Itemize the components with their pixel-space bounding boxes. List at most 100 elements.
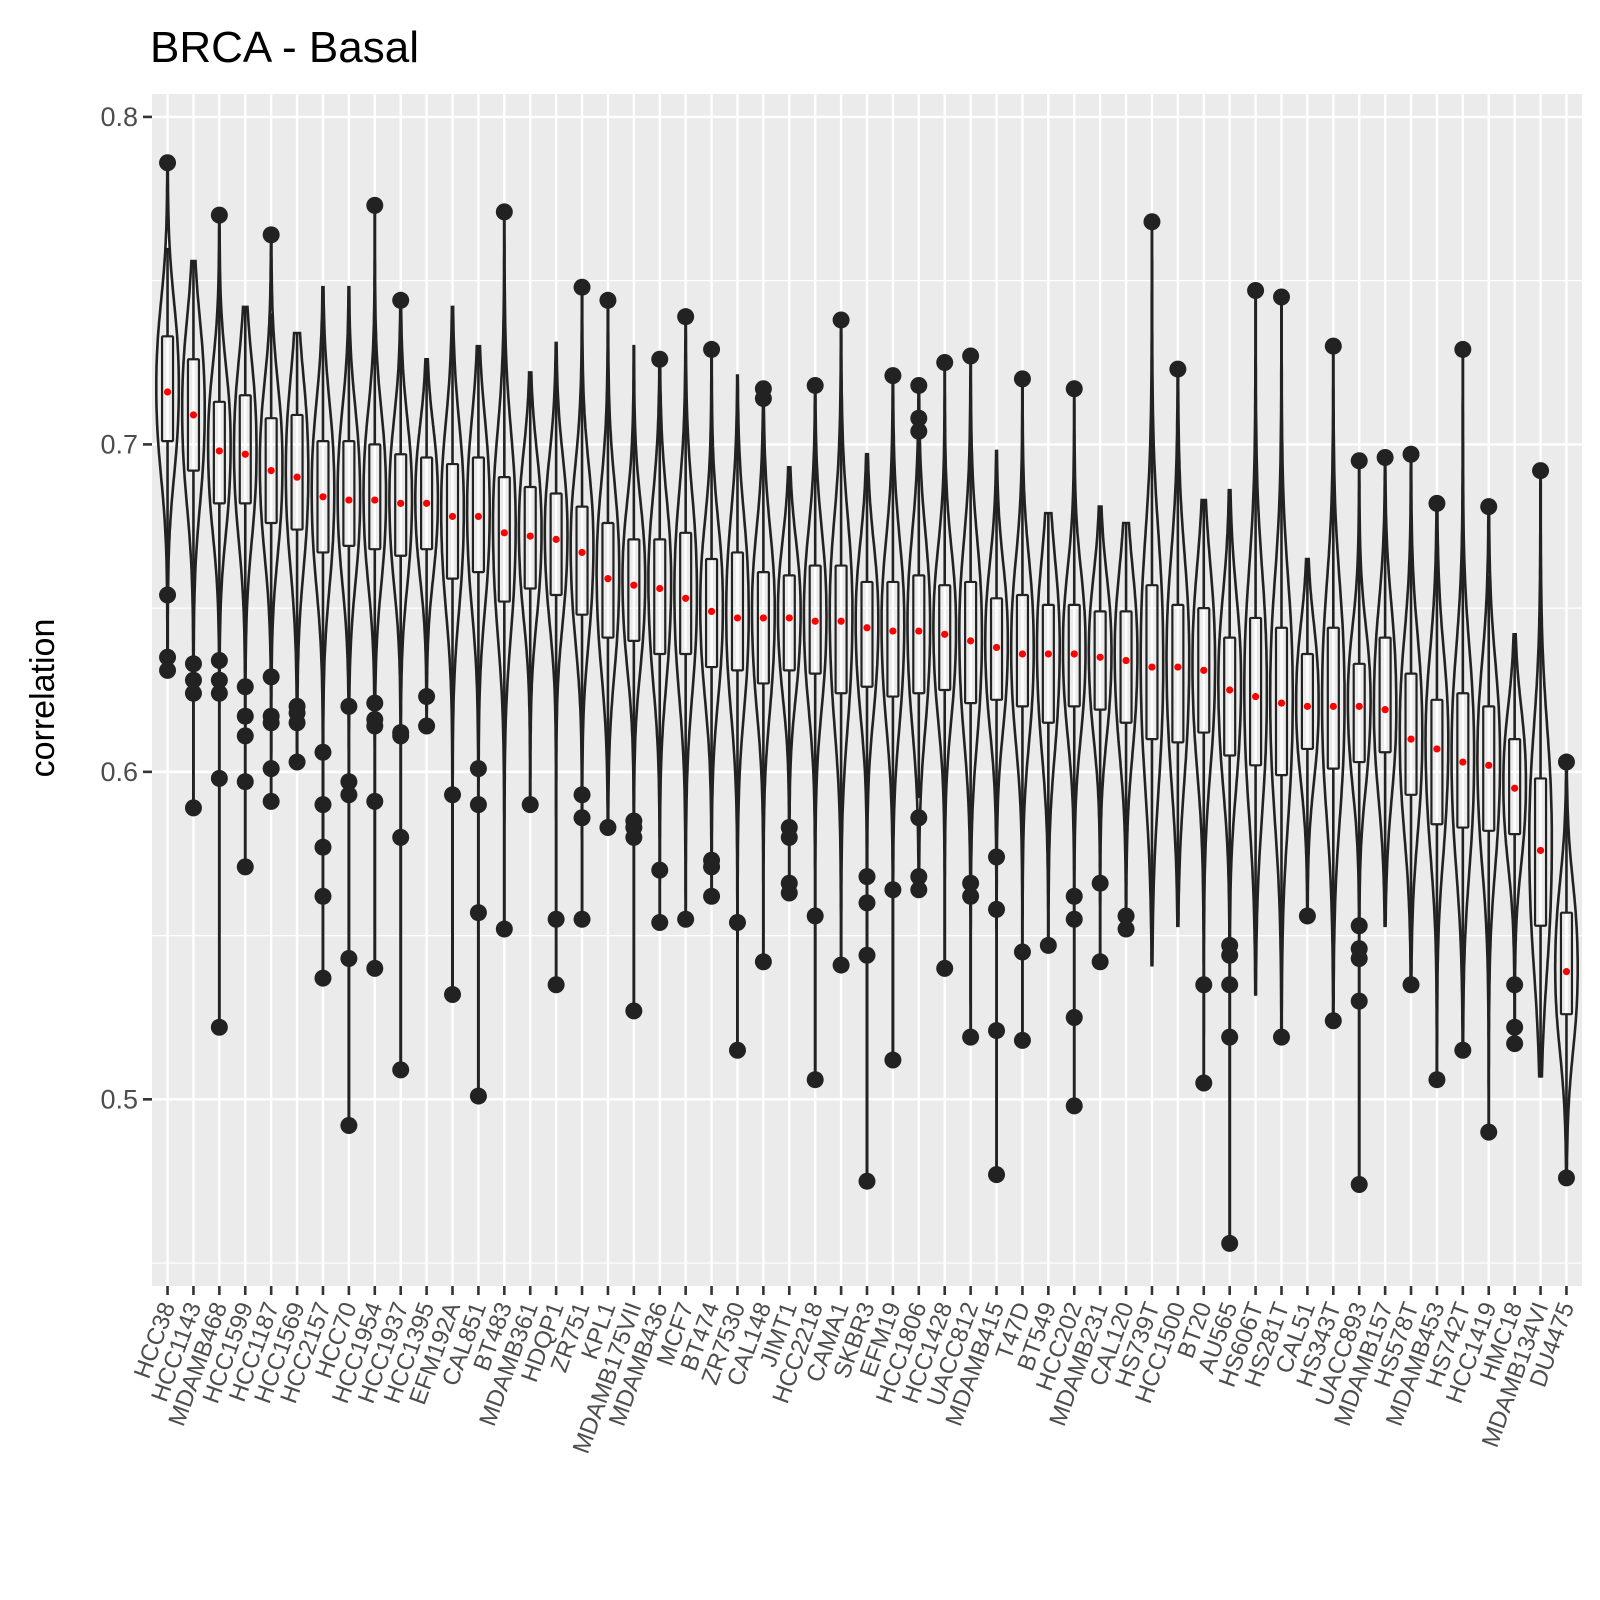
violin-group — [388, 291, 414, 1079]
outlier-point — [262, 668, 280, 686]
iqr-box — [808, 564, 822, 675]
outlier-point — [910, 881, 928, 899]
outlier-point — [340, 697, 358, 715]
outlier-point — [1117, 920, 1135, 938]
outlier-point — [469, 904, 487, 922]
outlier-point — [1065, 380, 1083, 398]
mean-point — [500, 529, 508, 537]
outlier-point — [210, 671, 228, 689]
iqr-box — [420, 456, 434, 551]
outlier-point — [677, 910, 695, 928]
mean-point — [448, 512, 457, 521]
mean-point — [811, 617, 819, 625]
outlier-point — [651, 861, 669, 879]
outlier-point — [1428, 1071, 1446, 1089]
iqr-box — [497, 476, 511, 603]
violin-group — [465, 344, 491, 1105]
outlier-point — [159, 154, 177, 172]
outlier-point — [884, 881, 902, 899]
iqr-box — [1223, 636, 1237, 757]
mean-point — [1018, 650, 1027, 658]
outlier-point — [159, 661, 177, 679]
iqr-box — [1067, 603, 1081, 708]
outlier-point — [392, 291, 410, 309]
violin-shape — [1216, 488, 1243, 1245]
outlier-point — [1376, 448, 1394, 466]
violin-group — [206, 206, 232, 1036]
mean-point — [1044, 650, 1052, 658]
outlier-point — [1480, 498, 1498, 516]
outlier-point — [1532, 462, 1550, 480]
iqr-box — [679, 531, 693, 656]
violin-group — [906, 376, 932, 899]
mean-point — [1407, 735, 1415, 743]
mean-point — [345, 496, 353, 504]
mean-point — [319, 493, 327, 501]
outlier-point — [1350, 452, 1368, 470]
mean-point — [759, 614, 767, 622]
violin-group — [258, 226, 284, 810]
mean-point — [423, 499, 431, 507]
mean-point — [1355, 702, 1363, 710]
violin-group — [673, 308, 699, 928]
iqr-box — [186, 358, 201, 472]
outlier-point — [962, 347, 980, 365]
mean-point — [785, 614, 793, 622]
mean-point — [837, 617, 845, 625]
outlier-point — [858, 868, 876, 886]
outlier-point — [703, 887, 721, 905]
outlier-point — [288, 753, 306, 771]
iqr-box — [575, 505, 589, 616]
outlier-point — [1402, 445, 1420, 463]
outlier-point — [184, 655, 202, 673]
violin-group — [1528, 462, 1554, 1078]
outlier-point — [314, 969, 332, 987]
iqr-box — [989, 597, 1004, 701]
outlier-point — [910, 868, 928, 886]
outlier-point — [910, 376, 928, 394]
iqr-box — [1559, 911, 1574, 1016]
violin-group — [983, 449, 1010, 1184]
outlier-point — [1350, 950, 1368, 968]
outlier-point — [210, 652, 228, 670]
outlier-point — [1402, 976, 1420, 994]
outlier-point — [1065, 910, 1083, 928]
outlier-point — [521, 796, 539, 814]
iqr-box — [653, 538, 667, 656]
iqr-box — [549, 492, 563, 597]
mean-point — [397, 499, 405, 507]
mean-point — [733, 614, 742, 622]
outlier-point — [1454, 1041, 1472, 1059]
mean-point — [1226, 686, 1234, 694]
outlier-point — [625, 1002, 643, 1020]
mean-point — [992, 643, 1001, 652]
violin-group — [1165, 360, 1191, 928]
mean-point — [1433, 745, 1441, 753]
outlier-point — [159, 648, 177, 666]
outlier-point — [1013, 943, 1031, 961]
violin-group — [1087, 505, 1113, 971]
violin-group — [1320, 337, 1346, 1030]
outlier-point — [1065, 887, 1083, 905]
mean-point — [1459, 758, 1467, 766]
iqr-box — [886, 580, 900, 698]
outlier-point — [1117, 907, 1135, 925]
iqr-box — [730, 551, 745, 672]
outlier-point — [288, 714, 306, 732]
iqr-box — [471, 456, 486, 574]
iqr-box — [938, 584, 952, 692]
violin-group — [1243, 281, 1269, 996]
mean-point — [1381, 706, 1389, 714]
violin-group — [180, 259, 206, 817]
outlier-point — [677, 308, 695, 326]
outlier-point — [469, 796, 487, 814]
violin-group — [1294, 557, 1320, 925]
mean-point — [526, 532, 534, 540]
violin-group — [776, 466, 802, 902]
outlier-point — [806, 907, 824, 925]
mean-point — [863, 624, 871, 632]
outlier-point — [366, 717, 384, 735]
mean-point — [1096, 653, 1104, 661]
violin-shape — [1294, 557, 1320, 918]
mean-point — [1329, 702, 1337, 710]
